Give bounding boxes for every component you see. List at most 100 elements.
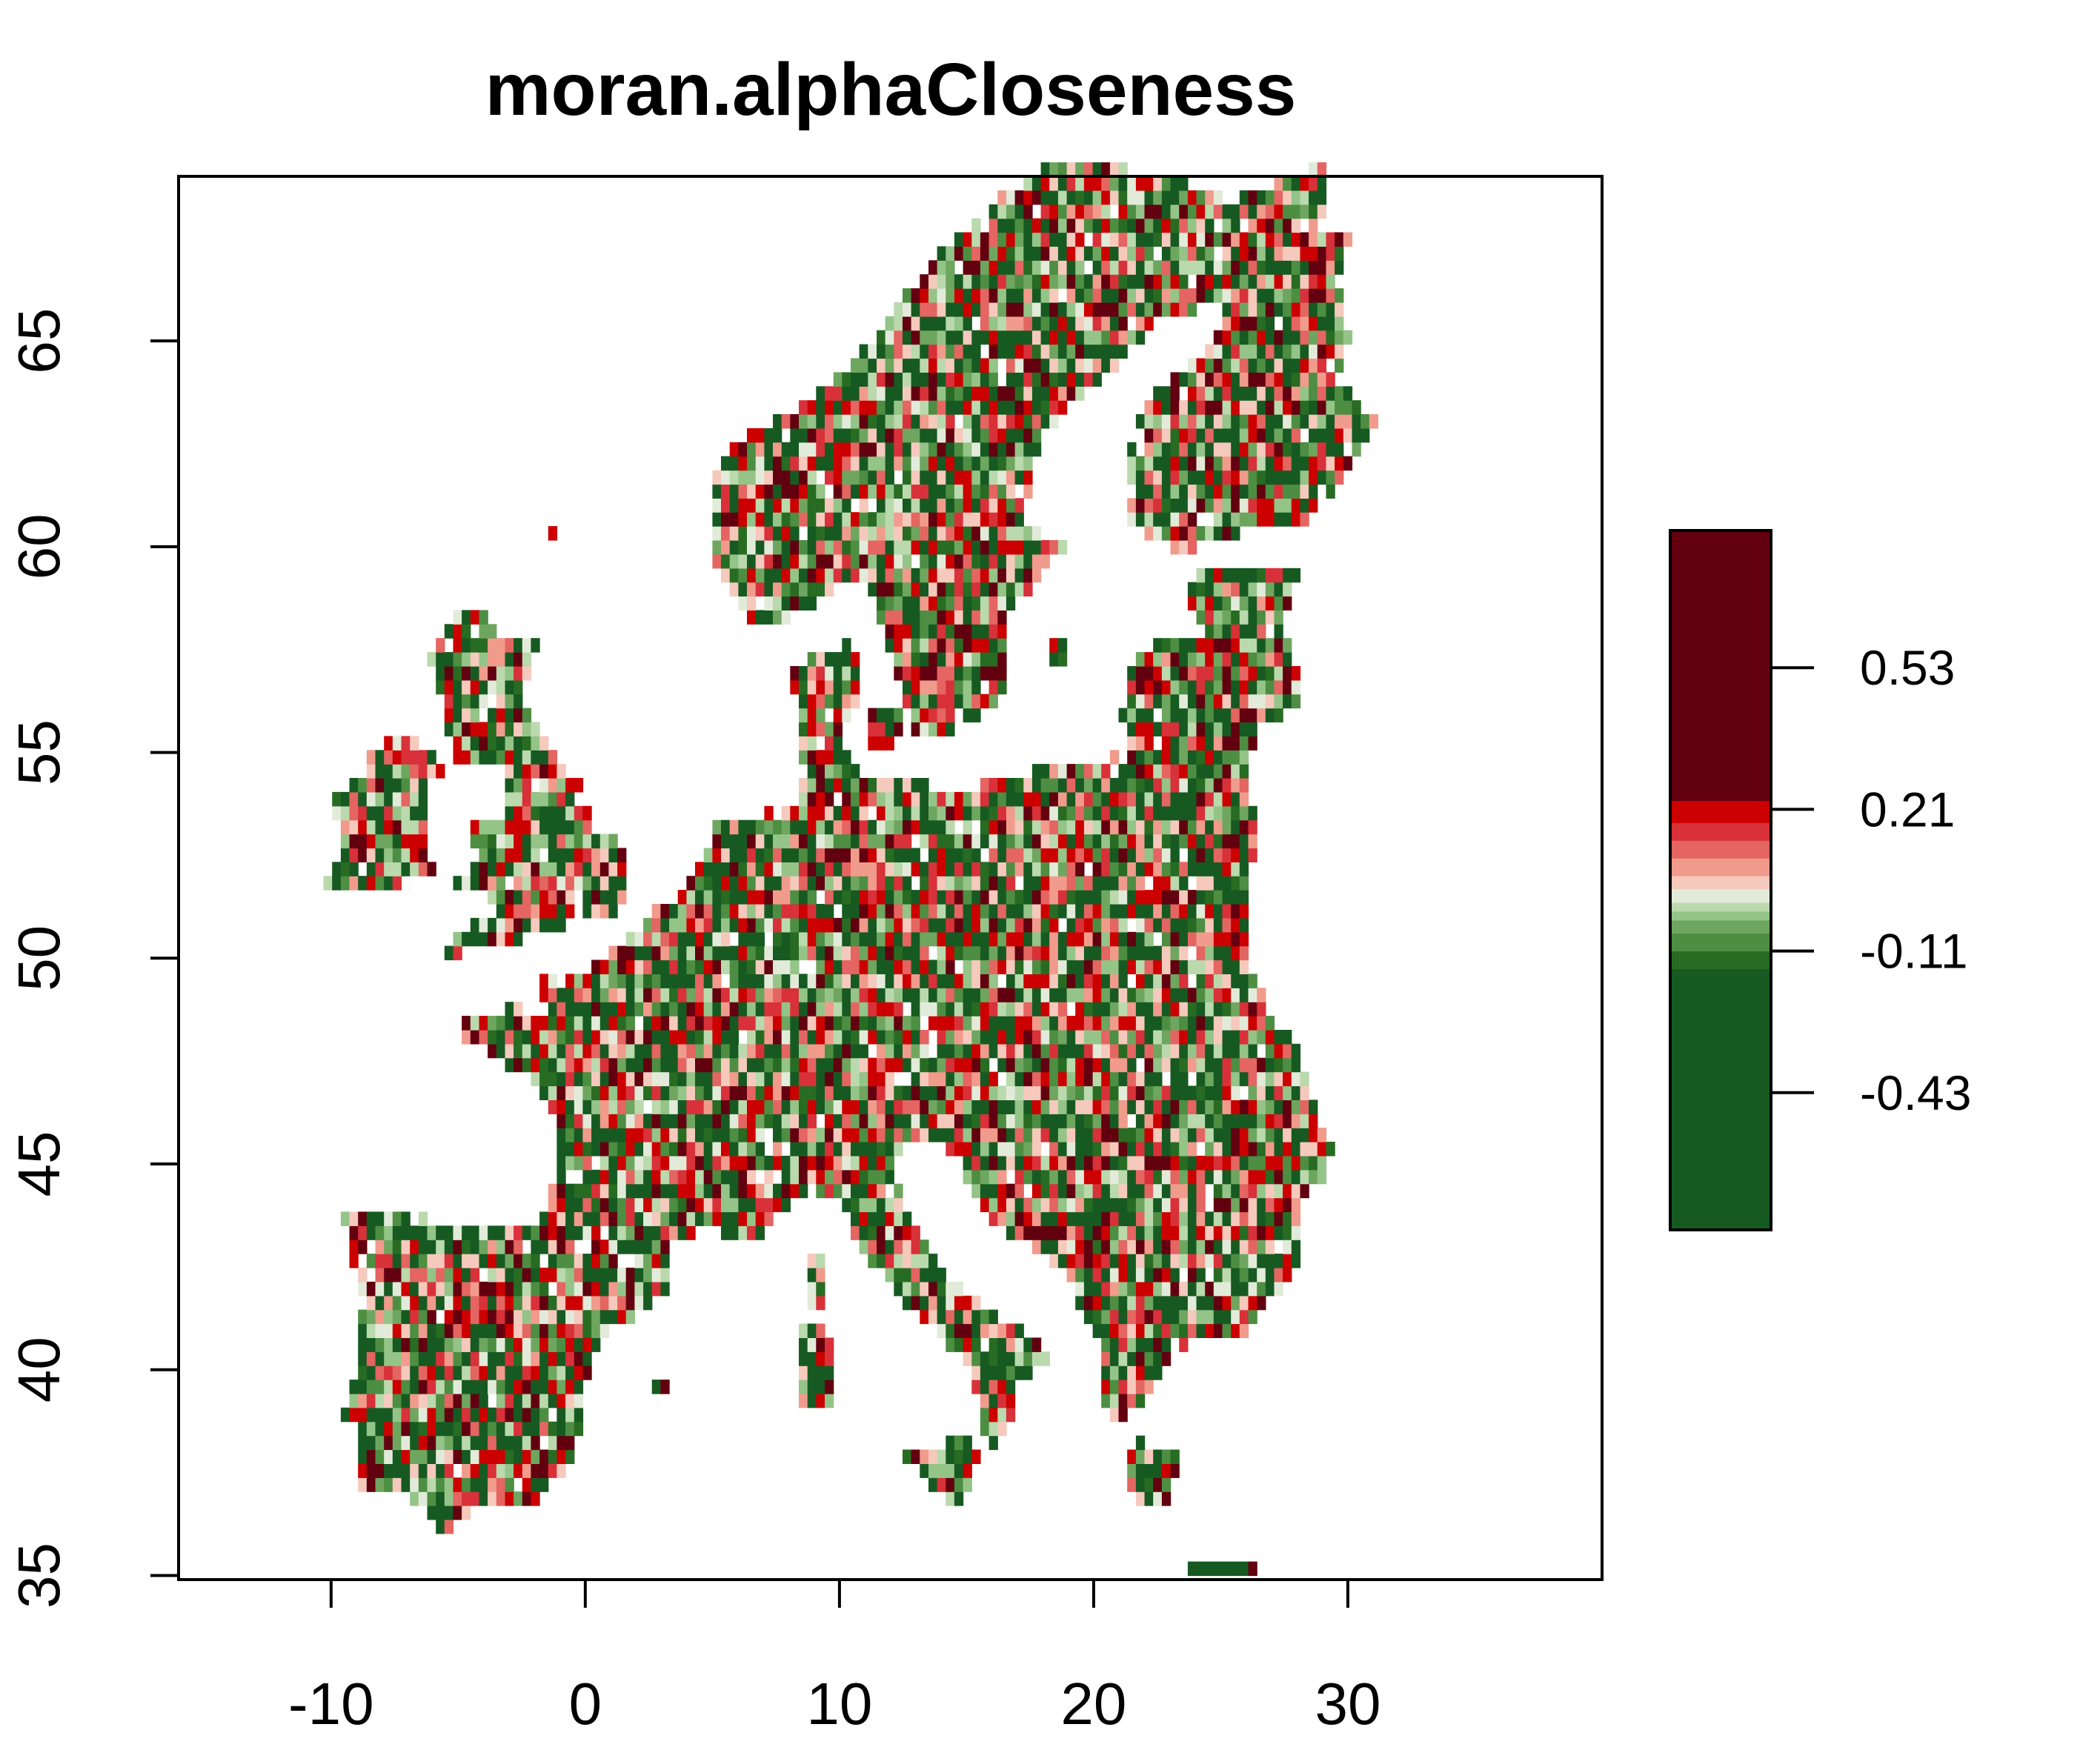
raster-cell — [1127, 498, 1137, 513]
raster-cell — [617, 876, 627, 891]
raster-cell — [773, 988, 782, 1002]
raster-cell — [1109, 931, 1120, 947]
raster-cell — [997, 805, 1007, 821]
raster-cell — [651, 959, 661, 974]
raster-cell — [1127, 1155, 1137, 1171]
raster-cell — [1014, 974, 1024, 988]
raster-cell — [703, 904, 713, 919]
raster-cell — [496, 862, 506, 876]
raster-cell — [375, 834, 385, 849]
raster-cell — [539, 917, 549, 933]
raster-cell — [1127, 512, 1137, 527]
raster-cell — [496, 904, 506, 919]
raster-cell — [488, 1016, 497, 1031]
raster-cell — [669, 988, 679, 1002]
raster-cell — [1083, 778, 1094, 793]
raster-cell — [548, 1337, 558, 1352]
raster-cell — [937, 819, 946, 835]
raster-cell — [833, 890, 843, 905]
raster-cell — [825, 1337, 834, 1352]
raster-cell — [790, 848, 800, 862]
raster-cell — [1014, 568, 1024, 583]
raster-cell — [971, 917, 981, 933]
raster-cell — [556, 862, 566, 876]
raster-cell — [1161, 1211, 1172, 1226]
raster-cell — [703, 1002, 713, 1017]
raster-cell — [470, 693, 480, 709]
raster-cell — [582, 876, 592, 891]
raster-cell — [1075, 876, 1085, 891]
raster-cell — [1213, 791, 1223, 807]
raster-cell — [1049, 1071, 1059, 1087]
raster-cell — [1187, 722, 1197, 736]
raster-cell — [1222, 1155, 1232, 1171]
raster-cell — [462, 931, 471, 947]
raster-cell — [859, 904, 868, 919]
raster-cell — [1092, 890, 1102, 905]
raster-cell — [988, 540, 998, 555]
raster-cell — [903, 1225, 912, 1240]
raster-cell — [565, 1057, 575, 1073]
raster-cell — [790, 427, 800, 443]
raster-cell — [1300, 1183, 1309, 1199]
raster-cell — [1023, 1071, 1033, 1087]
raster-cell — [877, 512, 886, 527]
raster-cell — [392, 1281, 402, 1297]
raster-cell — [868, 1225, 877, 1240]
raster-cell — [1170, 834, 1180, 849]
raster-cell — [340, 1211, 350, 1226]
raster-cell — [755, 1197, 765, 1213]
raster-cell — [894, 1211, 903, 1226]
raster-cell — [514, 890, 523, 905]
raster-cell — [695, 876, 705, 891]
raster-cell — [349, 862, 359, 876]
raster-cell — [1040, 904, 1050, 919]
chart-title: moran.alphaCloseness — [485, 48, 1297, 131]
raster-cell — [816, 1155, 825, 1171]
raster-cell — [366, 1421, 376, 1437]
raster-cell — [1257, 456, 1266, 471]
raster-cell — [894, 1057, 903, 1073]
raster-cell — [1179, 1309, 1189, 1325]
raster-cell — [531, 1071, 540, 1087]
raster-cell — [851, 456, 860, 471]
raster-cell — [366, 1225, 376, 1240]
raster-cell — [669, 1099, 679, 1114]
raster-cell — [1170, 1240, 1180, 1254]
raster-cell — [1101, 904, 1111, 919]
raster-cell — [1205, 917, 1215, 933]
raster-cell — [522, 1057, 532, 1073]
raster-cell — [1248, 638, 1257, 653]
raster-cell — [825, 553, 834, 569]
raster-cell — [625, 1085, 635, 1100]
raster-cell — [980, 484, 990, 499]
raster-cell — [1170, 750, 1180, 765]
raster-cell — [1265, 1254, 1275, 1268]
raster-cell — [712, 1099, 722, 1114]
raster-cell — [1187, 638, 1197, 653]
raster-cell — [634, 1002, 644, 1017]
raster-cell — [556, 1085, 566, 1100]
raster-cell — [877, 862, 886, 876]
raster-cell — [1006, 1197, 1016, 1213]
raster-cell — [1127, 1309, 1137, 1325]
raster-cell — [1118, 1240, 1128, 1254]
raster-cell — [1057, 638, 1068, 653]
raster-cell — [582, 1169, 592, 1185]
raster-cell — [988, 1114, 998, 1128]
raster-cell — [488, 1449, 497, 1464]
raster-cell — [1135, 862, 1146, 876]
raster-cell — [1135, 722, 1146, 736]
raster-cell — [1153, 1197, 1163, 1213]
raster-cell — [669, 1211, 679, 1226]
raster-cell — [522, 1323, 532, 1338]
raster-cell — [980, 819, 990, 835]
raster-cell — [677, 1071, 687, 1087]
raster-cell — [868, 427, 877, 443]
raster-cell — [366, 834, 376, 849]
raster-cell — [1257, 414, 1266, 429]
raster-cell — [1300, 1071, 1309, 1087]
raster-cell — [755, 959, 765, 974]
raster-cell — [599, 862, 610, 876]
raster-cell — [1153, 414, 1163, 429]
